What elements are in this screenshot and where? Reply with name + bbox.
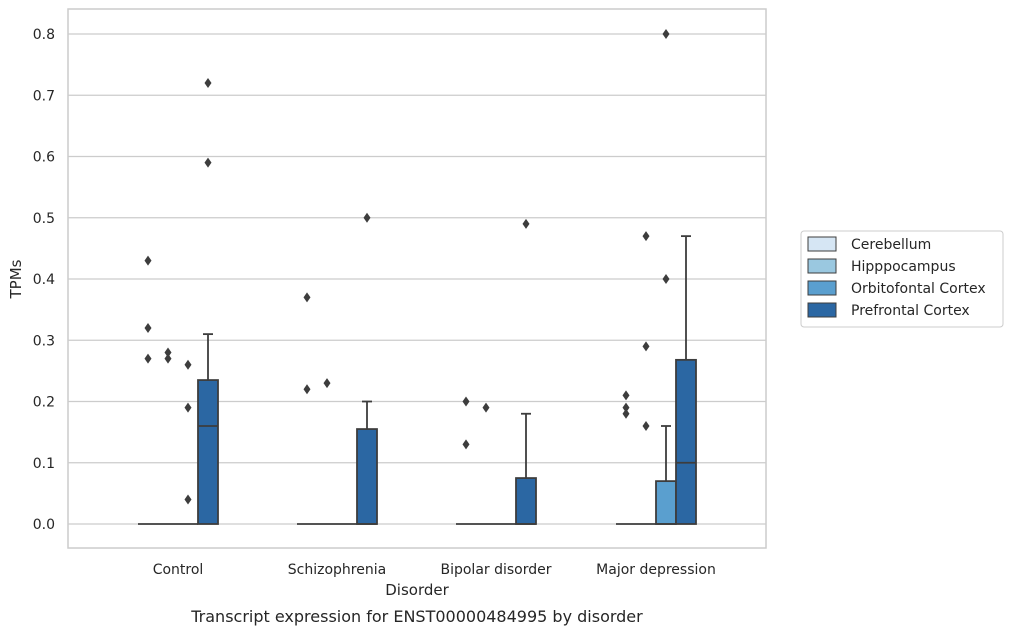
outlier-point [622,408,630,419]
gridlines [68,33,766,525]
outlier-point [144,353,152,364]
outlier-point [522,218,530,229]
outlier-point [622,390,630,401]
outlier-point [184,402,192,413]
y-tick-label: 0.5 [33,211,55,227]
outlier-point [164,353,172,364]
y-tick-label: 0.0 [33,517,55,533]
outlier-point [662,29,670,39]
outlier-point [662,274,670,284]
outlier-point [642,421,650,431]
legend-label: Prefrontal Cortex [851,303,970,319]
legend-frame [800,230,1004,328]
outlier-point [204,78,212,88]
plot-frame [67,8,767,549]
y-tick-label: 0.3 [33,333,55,349]
box [197,379,219,525]
y-tick-label: 0.2 [33,395,55,411]
legend: Cerebellum Hipppocampus Orbitofontal Corte… [800,230,1004,328]
outlier-points [144,29,670,505]
legend-swatch [807,258,837,274]
outlier-point [303,384,311,395]
outlier-point [363,212,371,223]
y-tick-label: 0.7 [33,88,55,104]
outlier-point [303,292,311,303]
outlier-point [184,359,192,370]
box [515,477,537,525]
x-axis-label: Disorder [385,581,449,599]
y-tick-label: 0.8 [33,27,55,43]
box-group [515,412,537,525]
x-tick-label: Schizophrenia [288,562,386,578]
outlier-point [323,378,331,389]
x-tick-label: Bipolar disorder [440,562,551,578]
legend-swatch [807,302,837,318]
outlier-point [482,402,490,413]
outlier-point [642,341,650,352]
legend-label: Hipppocampus [851,259,956,275]
box-groups [138,235,697,525]
outlier-point [462,396,470,407]
outlier-point [144,255,152,266]
legend-swatch [807,236,837,252]
outlier-point [164,347,172,358]
outlier-point [184,494,192,505]
y-axis-label: TPMs [7,259,25,299]
legend-swatch [807,280,837,296]
outlier-point [204,157,212,168]
y-tick-label: 0.4 [33,272,55,288]
box-group [655,425,677,525]
y-tick-label: 0.1 [33,456,55,472]
x-tick-labels: Control Schizophrenia Bipolar disorder Majo… [153,562,716,578]
outlier-point [622,402,630,413]
x-tick-label: Major depression [596,562,716,578]
outlier-point [642,231,650,242]
box-group [675,235,697,525]
box [675,358,697,525]
box [356,428,378,525]
y-tick-labels: 0.0 0.1 0.2 0.3 0.4 0.5 0.6 0.7 0.8 [33,27,55,533]
outlier-point [144,323,152,333]
box [655,480,677,525]
x-tick-label: Control [153,562,204,578]
chart-caption: Transcript expression for ENST0000048499… [190,607,643,626]
y-tick-label: 0.6 [33,150,55,166]
box-group [197,333,219,525]
legend-label: Cerebellum [851,237,931,253]
box-group [356,400,378,525]
legend-label: Orbitofontal Cortex [851,281,986,297]
outlier-point [462,439,470,450]
